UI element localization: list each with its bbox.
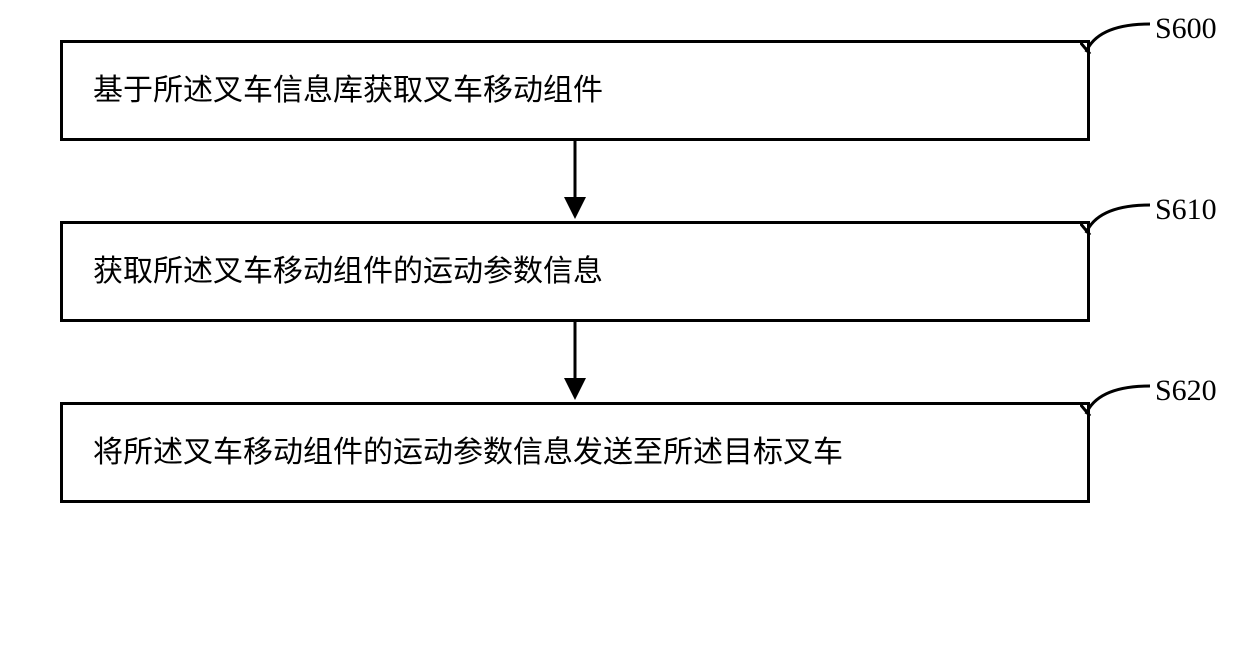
step-label-1: S610: [1155, 193, 1217, 227]
step-row-1: 获取所述叉车移动组件的运动参数信息 S610: [60, 221, 1180, 322]
arrow-svg-1-2: [560, 322, 590, 402]
arrow-0-1: [60, 141, 1090, 221]
flowchart-container: 基于所述叉车信息库获取叉车移动组件 S600 获取所述叉车移动组件的运动参数信息…: [60, 40, 1180, 503]
arrow-svg-0-1: [560, 141, 590, 221]
arrow-1-2: [60, 322, 1090, 402]
step-label-2: S620: [1155, 374, 1217, 408]
step-label-0: S600: [1155, 12, 1217, 46]
step-row-2: 将所述叉车移动组件的运动参数信息发送至所述目标叉车 S620: [60, 402, 1180, 503]
step-box-0: 基于所述叉车信息库获取叉车移动组件: [60, 40, 1090, 141]
step-text-0: 基于所述叉车信息库获取叉车移动组件: [93, 71, 1067, 110]
step-box-1: 获取所述叉车移动组件的运动参数信息: [60, 221, 1090, 322]
step-text-2: 将所述叉车移动组件的运动参数信息发送至所述目标叉车: [93, 433, 1067, 472]
step-row-0: 基于所述叉车信息库获取叉车移动组件 S600: [60, 40, 1180, 141]
step-box-2: 将所述叉车移动组件的运动参数信息发送至所述目标叉车: [60, 402, 1090, 503]
step-text-1: 获取所述叉车移动组件的运动参数信息: [93, 252, 1067, 291]
